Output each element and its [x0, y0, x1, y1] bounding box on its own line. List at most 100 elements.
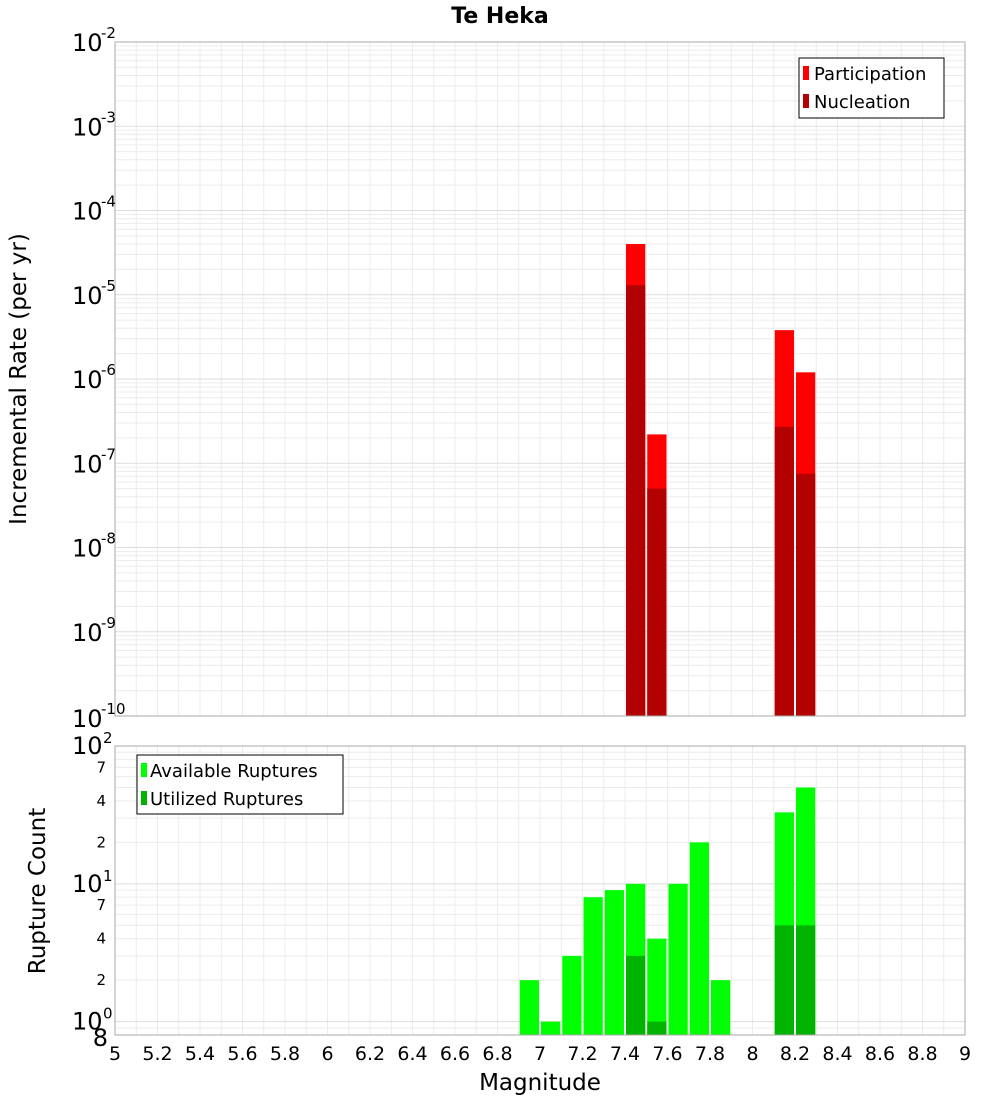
x-tick-label: 7.6	[652, 1043, 682, 1065]
y-minor-tick-label: 2	[96, 833, 106, 851]
x-tick-label: 5.2	[142, 1043, 172, 1065]
y-tick-exponent: 2	[103, 729, 113, 747]
x-tick-label: 6.4	[397, 1043, 427, 1065]
y-minor-tick-label: 7	[96, 896, 106, 914]
x-tick-label: 7	[534, 1043, 546, 1065]
y-tick-base: 10	[72, 29, 103, 57]
top-plot-frame	[114, 41, 966, 717]
top-nucleation-bar	[774, 426, 794, 716]
top-gridlines	[114, 42, 966, 716]
bottom-plot-frame	[114, 745, 966, 1036]
legend-label-participation: Participation	[814, 64, 926, 85]
x-tick-label: 5.4	[185, 1043, 215, 1065]
legend-swatch-participation	[803, 66, 809, 80]
top-nucleation-bar	[796, 473, 816, 716]
y-tick-exponent: 1	[103, 867, 113, 885]
y-minor-tick-label: 4	[96, 930, 106, 948]
top-y-tick-label: 10-9	[72, 614, 116, 647]
legend-label-available-ruptures: Available Ruptures	[150, 761, 318, 782]
y-tick-base: 10	[72, 619, 103, 647]
y-tick-exponent: -2	[101, 24, 116, 42]
legend-label-utilized-ruptures: Utilized Ruptures	[150, 789, 303, 810]
y-tick-base: 10	[72, 198, 103, 226]
y-minor-tick-label: 4	[96, 792, 106, 810]
top-y-tick-label: 10-6	[72, 361, 116, 394]
top-y-tick-label: 10-7	[72, 445, 116, 478]
x-tick-label: 7.4	[610, 1043, 640, 1065]
bottom-y-tick-label: 10 1	[72, 867, 113, 898]
top-y-tick-label: 10-4	[72, 193, 116, 226]
bottom-utilized-ruptures-bar	[626, 955, 646, 1035]
x-tick-label: 8	[746, 1043, 758, 1065]
x-tick-label: 5.6	[227, 1043, 257, 1065]
bottom-utilized-ruptures-bar	[774, 925, 794, 1035]
y-tick-base: 10	[72, 450, 103, 478]
x-tick-label: 5	[109, 1043, 121, 1065]
y-tick-exponent: -8	[101, 530, 116, 548]
top-y-axis-title: Incremental Rate (per yr)	[6, 233, 32, 525]
x-tick-label: 8.4	[822, 1043, 852, 1065]
x-tick-label: 6.8	[482, 1043, 512, 1065]
x-tick-label: 8.2	[780, 1043, 810, 1065]
bottom-available-ruptures-bar	[604, 890, 624, 1035]
bottom-y-tick-label: 10 0	[72, 1005, 113, 1036]
x-tick-label: 7.2	[567, 1043, 597, 1065]
bottom-available-ruptures-bar	[583, 897, 603, 1035]
y-tick-exponent: -10	[101, 700, 126, 718]
bottom-y-tick-label: 10 2	[72, 729, 113, 760]
bottom-available-ruptures-bar	[562, 955, 582, 1035]
y-minor-tick-label: 2	[96, 971, 106, 989]
bottom-available-ruptures-bar	[668, 883, 688, 1035]
x-tick-label: 5.8	[270, 1043, 300, 1065]
x-tick-label: 6.6	[440, 1043, 470, 1065]
y-tick-base: 10	[72, 870, 103, 898]
y-tick-exponent: 0	[103, 1005, 113, 1023]
y-tick-exponent: -6	[101, 361, 116, 379]
top-y-tick-label: 10-5	[72, 277, 116, 310]
y-tick-exponent: -7	[101, 445, 116, 463]
x-tick-labels: 5 5.2 5.4 5.6 5.8 6 6.2 6.4 6.6 6.8 7 7.2 7.4 7.6 7.8 8…	[109, 1043, 971, 1065]
y-tick-base: 10	[72, 366, 103, 394]
top-bars	[626, 244, 816, 717]
bottom-available-ruptures-bar	[541, 1021, 561, 1035]
bottom-available-ruptures-bar	[689, 842, 709, 1035]
top-y-tick-label: 10-3	[72, 108, 116, 141]
y-tick-exponent: -4	[101, 193, 116, 211]
top-nucleation-bar	[626, 285, 646, 716]
top-legend: Participation Nucleation	[798, 57, 945, 119]
y-minor-tick-label: 7	[96, 758, 106, 776]
y-tick-exponent: -5	[101, 277, 116, 295]
y-tick-base: 10	[72, 113, 103, 141]
y-tick-exponent: -9	[101, 614, 116, 632]
bottom-available-ruptures-bar	[519, 980, 539, 1035]
bottom-y-axis-title: Rupture Count	[25, 808, 51, 974]
y-tick-base: 10	[72, 1008, 103, 1036]
y-tick-base: 10	[72, 282, 103, 310]
legend-swatch-available-ruptures	[141, 763, 147, 777]
top-nucleation-bar	[647, 488, 667, 716]
x-axis-title: Magnitude	[479, 1070, 601, 1096]
x-tick-label: 6.2	[355, 1043, 385, 1065]
y-tick-base: 10	[72, 705, 103, 733]
x-tick-label: 6	[321, 1043, 333, 1065]
bottom-bars	[519, 787, 816, 1035]
legend-swatch-utilized-ruptures	[141, 791, 147, 805]
bottom-utilized-ruptures-bar	[796, 925, 816, 1035]
bottom-available-ruptures-bar	[647, 938, 667, 1035]
x-tick-label: 8.6	[865, 1043, 895, 1065]
x-tick-label: 7.8	[695, 1043, 725, 1065]
y-tick-exponent: -3	[101, 108, 116, 126]
x-tick-label: 9	[959, 1043, 971, 1065]
bottom-available-ruptures-bar	[711, 980, 731, 1035]
x-tick-label: 8.8	[907, 1043, 937, 1065]
top-y-tick-label: 10-2	[72, 24, 116, 57]
bottom-legend: Available Ruptures Utilized Ruptures	[136, 754, 344, 815]
top-y-tick-label: 10-10	[72, 700, 126, 733]
y-tick-base: 10	[72, 732, 103, 760]
bottom-utilized-ruptures-bar	[647, 1021, 667, 1035]
y-tick-base: 10	[72, 535, 103, 563]
top-y-tick-label: 10-8	[72, 530, 116, 563]
